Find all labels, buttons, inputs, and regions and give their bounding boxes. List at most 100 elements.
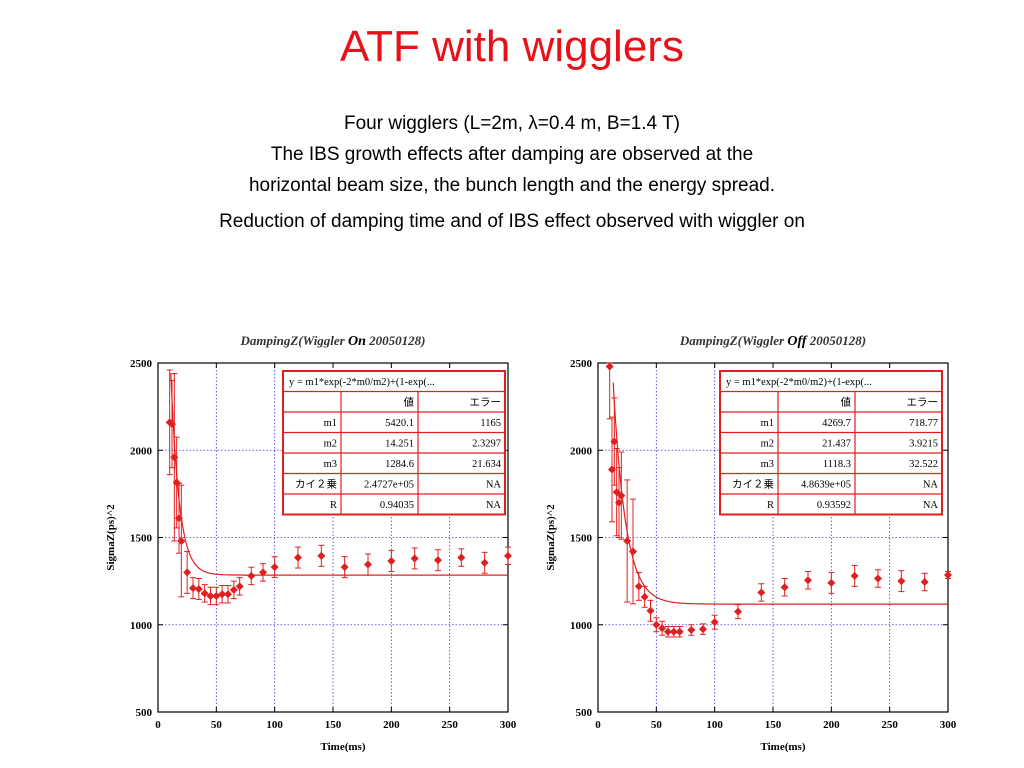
table-cell: m3 (324, 459, 337, 470)
x-tick-label: 200 (383, 719, 400, 731)
data-point (433, 549, 443, 572)
x-axis-label: Time(ms) (760, 741, 805, 753)
point-marker (433, 556, 443, 565)
y-tick-label: 500 (576, 707, 593, 719)
data-point (617, 451, 626, 540)
point-marker (340, 563, 349, 572)
y-tick-label: 2000 (570, 445, 593, 457)
table-cell: 0.94035 (380, 500, 414, 511)
point-marker (410, 554, 419, 563)
y-tick-label: 1000 (570, 620, 593, 632)
data-point (658, 620, 667, 636)
table-cell: 値 (841, 396, 852, 409)
fit-equation: y = m1*exp(-2*m0/m2)+(1-exp(... (726, 377, 872, 388)
chart-title: DampingZ(Wiggler On 20050128) (240, 333, 426, 349)
data-point (623, 479, 632, 603)
y-tick-label: 1500 (130, 533, 153, 545)
data-point (212, 586, 221, 606)
table-cell: R (330, 500, 337, 511)
data-point (410, 547, 419, 570)
table-cell: カイ２乗 (732, 479, 774, 491)
point-marker (920, 577, 929, 587)
data-point (387, 550, 396, 573)
data-point (258, 563, 268, 582)
data-point (669, 625, 678, 638)
table-cell: 4.8639e+05 (801, 480, 851, 491)
point-marker (663, 627, 673, 636)
point-marker (698, 625, 708, 634)
x-tick-label: 50 (211, 719, 223, 731)
table-cell: 1165 (480, 418, 501, 429)
data-point (780, 578, 789, 597)
data-point (663, 625, 673, 638)
point-marker (803, 576, 813, 585)
data-point (200, 584, 209, 603)
point-marker (605, 362, 614, 371)
table-cell: m1 (761, 418, 774, 429)
data-point (223, 584, 233, 604)
point-marker (183, 568, 192, 577)
subtitle-line-4: Reduction of damping time and of IBS eff… (219, 211, 805, 232)
point-marker (943, 571, 953, 580)
data-point (757, 583, 766, 602)
table-cell: 値 (404, 396, 415, 409)
point-marker (212, 591, 221, 600)
point-marker (363, 560, 373, 569)
table-cell: 21.634 (472, 459, 502, 470)
point-marker (687, 625, 696, 634)
point-marker (293, 553, 303, 562)
table-cell: 3.9215 (909, 439, 938, 450)
x-tick-label: 100 (706, 719, 723, 731)
point-marker (850, 571, 859, 580)
data-point (652, 617, 661, 633)
data-point (687, 624, 696, 636)
point-marker (634, 582, 643, 591)
table-cell: 4269.7 (822, 418, 851, 429)
table-cell: NA (923, 480, 939, 491)
point-marker (610, 437, 619, 446)
table-cell: NA (486, 480, 502, 491)
data-point (177, 484, 186, 598)
point-marker (503, 551, 513, 560)
table-cell: 2.4727e+05 (364, 480, 414, 491)
point-marker (188, 584, 198, 593)
y-axis-label: SigmaZ(ps)^2 (545, 504, 557, 571)
point-marker (206, 591, 215, 600)
data-point (480, 551, 489, 574)
y-tick-label: 2500 (130, 358, 153, 370)
table-cell: エラー (907, 397, 939, 409)
data-point (646, 599, 655, 622)
point-marker (710, 618, 719, 627)
chart-title: DampingZ(Wiggler Off 20050128) (679, 333, 866, 349)
table-cell: エラー (470, 397, 502, 409)
data-point (188, 577, 198, 600)
chart-wiggler-on: DampingZ(Wiggler On 20050128) 0 50 100 150 20… (105, 333, 517, 753)
x-tick-label: 100 (266, 719, 283, 731)
y-tick-label: 2500 (570, 358, 593, 370)
data-point (803, 571, 813, 590)
point-marker (669, 627, 678, 636)
x-tick-label: 200 (823, 719, 840, 731)
point-marker (480, 558, 489, 567)
data-point (218, 584, 227, 604)
point-marker (733, 607, 743, 616)
point-marker (780, 583, 789, 592)
data-point (605, 362, 614, 420)
x-axis-label: Time(ms) (320, 741, 365, 753)
data-point (827, 571, 836, 594)
fit-curve (612, 382, 948, 605)
x-tick-label: 0 (155, 719, 161, 731)
subtitle-line-3: horizontal beam size, the bunch length a… (248, 175, 776, 196)
table-cell: 32.522 (909, 459, 938, 470)
table-cell: m2 (324, 439, 337, 450)
subtitle-line-2: The IBS growth effects after damping are… (270, 144, 754, 165)
data-point (206, 586, 215, 606)
data-point (920, 572, 929, 592)
table-cell: 0.93592 (817, 500, 851, 511)
point-marker (258, 568, 268, 577)
x-tick-label: 150 (765, 719, 782, 731)
point-marker (652, 620, 661, 629)
y-tick-label: 500 (136, 707, 153, 719)
table-cell: カイ２乗 (295, 479, 337, 491)
data-point (710, 614, 719, 630)
